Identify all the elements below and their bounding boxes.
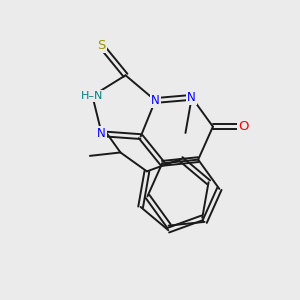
Text: N: N — [151, 94, 160, 107]
Text: H–N: H–N — [81, 91, 104, 101]
Text: N: N — [97, 127, 106, 140]
Text: S: S — [97, 39, 106, 52]
Text: O: O — [238, 120, 249, 133]
Text: N: N — [188, 91, 196, 104]
